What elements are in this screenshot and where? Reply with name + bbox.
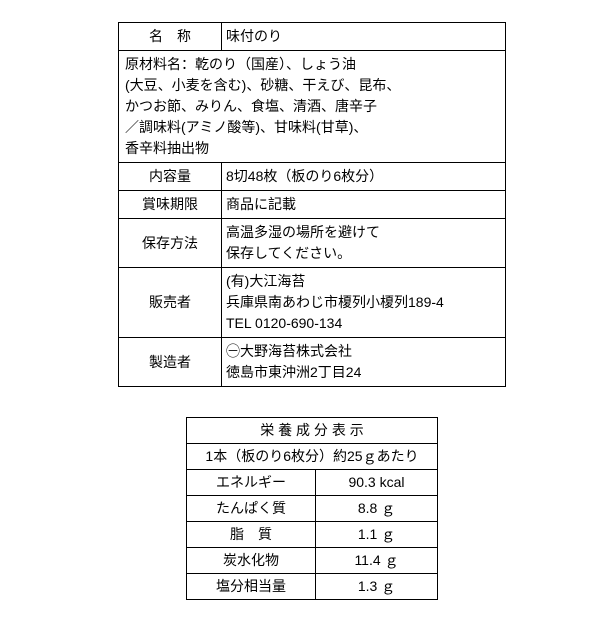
nutrition-title: 栄 養 成 分 表 示	[187, 418, 438, 444]
seller-label: 販売者	[119, 268, 222, 338]
ingredients-line: かつお節、みりん、食塩、清酒、唐辛子	[125, 96, 499, 117]
maker-value: ㊀大野海苔株式会社 徳島市東沖洲2丁目24	[222, 338, 506, 387]
nutrition-row-value: 1.1 ｇ	[316, 522, 438, 548]
maker-label: 製造者	[119, 338, 222, 387]
ingredients-line: 香辛料抽出物	[125, 138, 499, 159]
nutrition-row-label: 炭水化物	[187, 548, 316, 574]
maker-line: ㊀大野海苔株式会社	[226, 341, 501, 362]
name-label: 名 称	[119, 23, 222, 51]
ingredients-cell: 原材料名：乾のり（国産）、しょう油 (大豆、小麦を含む)、砂糖、干えび、昆布、 …	[119, 51, 506, 163]
storage-value: 高温多湿の場所を避けて 保存してください。	[222, 219, 506, 268]
nutrition-per: 1本（板のり6枚分）約25ｇあたり	[187, 444, 438, 470]
seller-line: 兵庫県南あわじ市榎列小榎列189-4	[226, 292, 501, 313]
nutrition-row-value: 90.3 kcal	[316, 470, 438, 496]
nutrition-row-label: たんぱく質	[187, 496, 316, 522]
ingredients-line: (大豆、小麦を含む)、砂糖、干えび、昆布、	[125, 75, 499, 96]
volume-value: 8切48枚（板のり6枚分）	[222, 163, 506, 191]
nutrition-row-value: 8.8 ｇ	[316, 496, 438, 522]
seller-line: TEL 0120-690-134	[226, 313, 501, 334]
maker-line: 徳島市東沖洲2丁目24	[226, 362, 501, 383]
nutrition-row-label: 脂 質	[187, 522, 316, 548]
expiry-value: 商品に記載	[222, 191, 506, 219]
nutrition-row-label: エネルギー	[187, 470, 316, 496]
ingredients-line: 原材料名：乾のり（国産）、しょう油	[125, 54, 499, 75]
nutrition-row-value: 1.3 ｇ	[316, 574, 438, 600]
seller-value: (有)大江海苔 兵庫県南あわじ市榎列小榎列189-4 TEL 0120-690-…	[222, 268, 506, 338]
nutrition-row-value: 11.4 ｇ	[316, 548, 438, 574]
storage-line: 高温多湿の場所を避けて	[226, 222, 501, 243]
seller-line: (有)大江海苔	[226, 271, 501, 292]
ingredients-line: ／調味料(アミノ酸等)、甘味料(甘草)、	[125, 117, 499, 138]
expiry-label: 賞味期限	[119, 191, 222, 219]
name-value: 味付のり	[222, 23, 506, 51]
nutrition-row-label: 塩分相当量	[187, 574, 316, 600]
volume-label: 内容量	[119, 163, 222, 191]
product-info-table: 名 称 味付のり 原材料名：乾のり（国産）、しょう油 (大豆、小麦を含む)、砂糖…	[118, 22, 506, 387]
storage-label: 保存方法	[119, 219, 222, 268]
nutrition-table: 栄 養 成 分 表 示 1本（板のり6枚分）約25ｇあたり エネルギー 90.3…	[186, 417, 438, 600]
storage-line: 保存してください。	[226, 243, 501, 264]
